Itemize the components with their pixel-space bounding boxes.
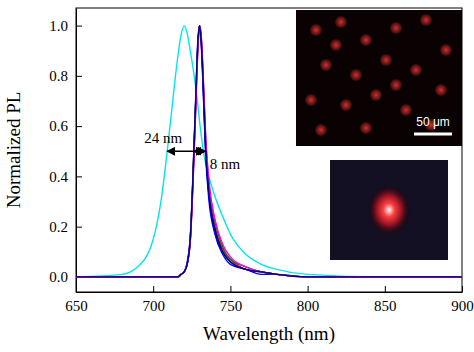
annotation-text: 8 nm (210, 156, 241, 172)
y-tick: 1.0 (49, 18, 82, 34)
laser-spot (367, 184, 411, 236)
x-tick: 750 (220, 286, 243, 314)
x-tick-mark (308, 286, 309, 292)
inset-micrograph: 50 μm (296, 10, 462, 146)
x-axis: 650 700 750 800 850 900 (65, 286, 474, 314)
inset-cell (360, 34, 372, 46)
y-axis-title: Normalized PL (3, 92, 24, 209)
inset-cell (390, 79, 402, 91)
x-tick-label: 850 (374, 298, 397, 314)
y-axis: 0.0 0.2 0.4 0.6 0.8 1.0 (49, 9, 82, 293)
inset-cell (335, 16, 347, 28)
x-tick: 700 (142, 286, 165, 314)
inset-cell (360, 122, 372, 134)
inset-background (296, 10, 462, 146)
inset-background (330, 160, 448, 260)
inset-cell (350, 69, 362, 81)
inset-cell (440, 44, 452, 56)
x-tick: 800 (297, 286, 320, 314)
y-tick-mark (76, 126, 82, 127)
y-tick: 0.2 (49, 219, 82, 235)
x-tick-mark (153, 286, 154, 292)
width-arrow (193, 151, 205, 153)
annotation-text: 24 nm (144, 130, 182, 146)
inset-cell (380, 54, 392, 66)
y-tick: 0.6 (49, 118, 82, 134)
y-tick-mark (76, 227, 82, 228)
x-tick-label: 900 (451, 298, 474, 314)
inset-cell (370, 89, 382, 101)
plot-frame (76, 8, 462, 292)
x-tick-label: 800 (297, 298, 320, 314)
inset-cell (420, 14, 432, 26)
inset-cell (330, 39, 342, 51)
inset-cell (435, 84, 447, 96)
y-tick-label: 0.0 (49, 269, 68, 285)
y-tick-mark (76, 176, 82, 177)
plot: 650 700 750 800 850 900 0.0 0.2 0.4 0.6 0.8 1.0 24 n… (49, 8, 474, 314)
scale-bar-label: 50 μm (416, 115, 450, 129)
x-tick-label: 650 (65, 298, 88, 314)
inset-cell (400, 104, 412, 116)
x-tick-mark (230, 286, 231, 292)
y-tick: 0.8 (49, 68, 82, 84)
inset-cell (390, 22, 402, 34)
x-tick-label: 700 (142, 298, 165, 314)
x-axis-title: Wavelength (nm) (203, 323, 335, 345)
y-tick-label: 0.6 (49, 118, 68, 134)
y-tick-mark (76, 26, 82, 27)
y-tick-label: 0.2 (49, 219, 68, 235)
y-tick-label: 1.0 (49, 18, 68, 34)
y-tick-label: 0.4 (49, 169, 68, 185)
inset-cell (340, 99, 352, 111)
y-tick-label: 0.8 (49, 68, 68, 84)
inset-cell (305, 94, 317, 106)
annotations: 24 nm 8 nm (144, 130, 240, 172)
x-tick-label: 750 (220, 298, 243, 314)
x-tick: 850 (374, 286, 397, 314)
y-tick-mark (76, 76, 82, 77)
x-tick-mark (385, 286, 386, 292)
inset-cell (315, 124, 327, 136)
inset-laser-spot (330, 160, 448, 260)
inset-cell (320, 59, 332, 71)
y-tick: 0.4 (49, 169, 82, 185)
chart: 650 700 750 800 850 900 0.0 0.2 0.4 0.6 0.8 1.0 24 n… (0, 0, 474, 352)
inset-cell (310, 24, 322, 36)
scale-bar (414, 133, 452, 136)
inset-cell (410, 64, 422, 76)
